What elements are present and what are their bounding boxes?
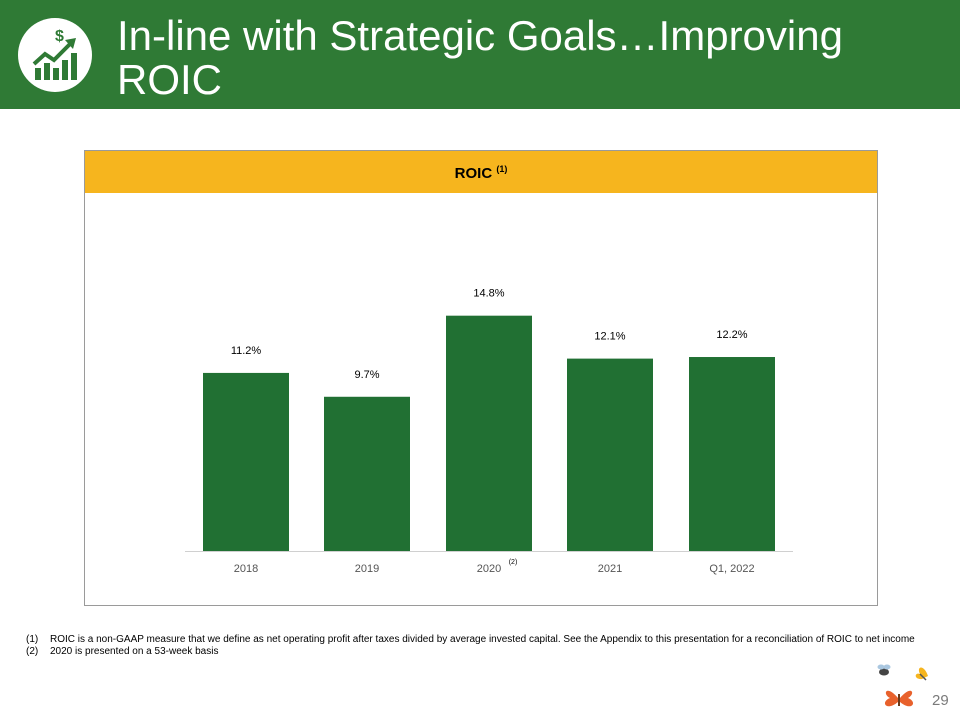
logo-badge: $ (18, 18, 92, 92)
footnotes: (1) ROIC is a non-GAAP measure that we d… (26, 634, 946, 658)
bar-q1-2022 (689, 357, 775, 551)
x-tick-label: 2019 (355, 563, 379, 575)
footnote-number: (2) (26, 646, 39, 657)
footnote-number: (1) (26, 634, 39, 645)
butterfly-orange-icon (884, 690, 914, 707)
x-tick-label: Q1, 2022 (709, 563, 754, 575)
footnote-2: (2) 2020 is presented on a 53-week basis (26, 646, 946, 658)
data-label: 14.8% (473, 288, 504, 300)
bee-icon (877, 664, 891, 676)
bar-2018 (203, 372, 289, 551)
chart-panel: ROIC (1) 11.2% 2018 9.7% 2019 14.8% 2020 (2) 12… (84, 150, 878, 606)
butterfly-yellow-icon (915, 667, 928, 681)
x-tick-label: 2018 (234, 563, 258, 575)
chart-title: ROIC (1) (455, 164, 508, 182)
chart-title-text: ROIC (454, 165, 493, 182)
page-number: 29 (932, 692, 949, 709)
data-label: 11.2% (231, 345, 262, 357)
data-label: 9.7% (354, 369, 379, 381)
data-label: 12.1% (594, 331, 625, 343)
x-tick-footnote-ref: (2) (509, 559, 518, 566)
svg-text:$: $ (55, 28, 64, 45)
page-title: In-line with Strategic Goals…Improving R… (117, 12, 843, 103)
bar-2021 (567, 358, 653, 551)
bar-2019 (324, 396, 410, 551)
chart-panel-heading: ROIC (1) (85, 151, 877, 193)
x-tick-label: 2020 (477, 563, 501, 575)
insect-decoration-icon (877, 664, 928, 707)
bar-2020 (446, 315, 532, 551)
footnote-text: ROIC is a non-GAAP measure that we defin… (50, 634, 915, 645)
footnote-text: 2020 is presented on a 53-week basis (50, 646, 219, 657)
data-label: 12.2% (716, 329, 747, 341)
growth-chart-dollar-icon: $ (32, 28, 77, 80)
slide-header: $ In-line with Strategic Goals…Improving… (0, 0, 960, 109)
footnote-1: (1) ROIC is a non-GAAP measure that we d… (26, 634, 946, 646)
x-tick-label: 2021 (598, 563, 622, 575)
chart-title-footnote-ref: (1) (496, 164, 508, 174)
roic-bar-chart: 11.2% 2018 9.7% 2019 14.8% 2020 (2) 12.1% 2021 12… (185, 288, 793, 575)
